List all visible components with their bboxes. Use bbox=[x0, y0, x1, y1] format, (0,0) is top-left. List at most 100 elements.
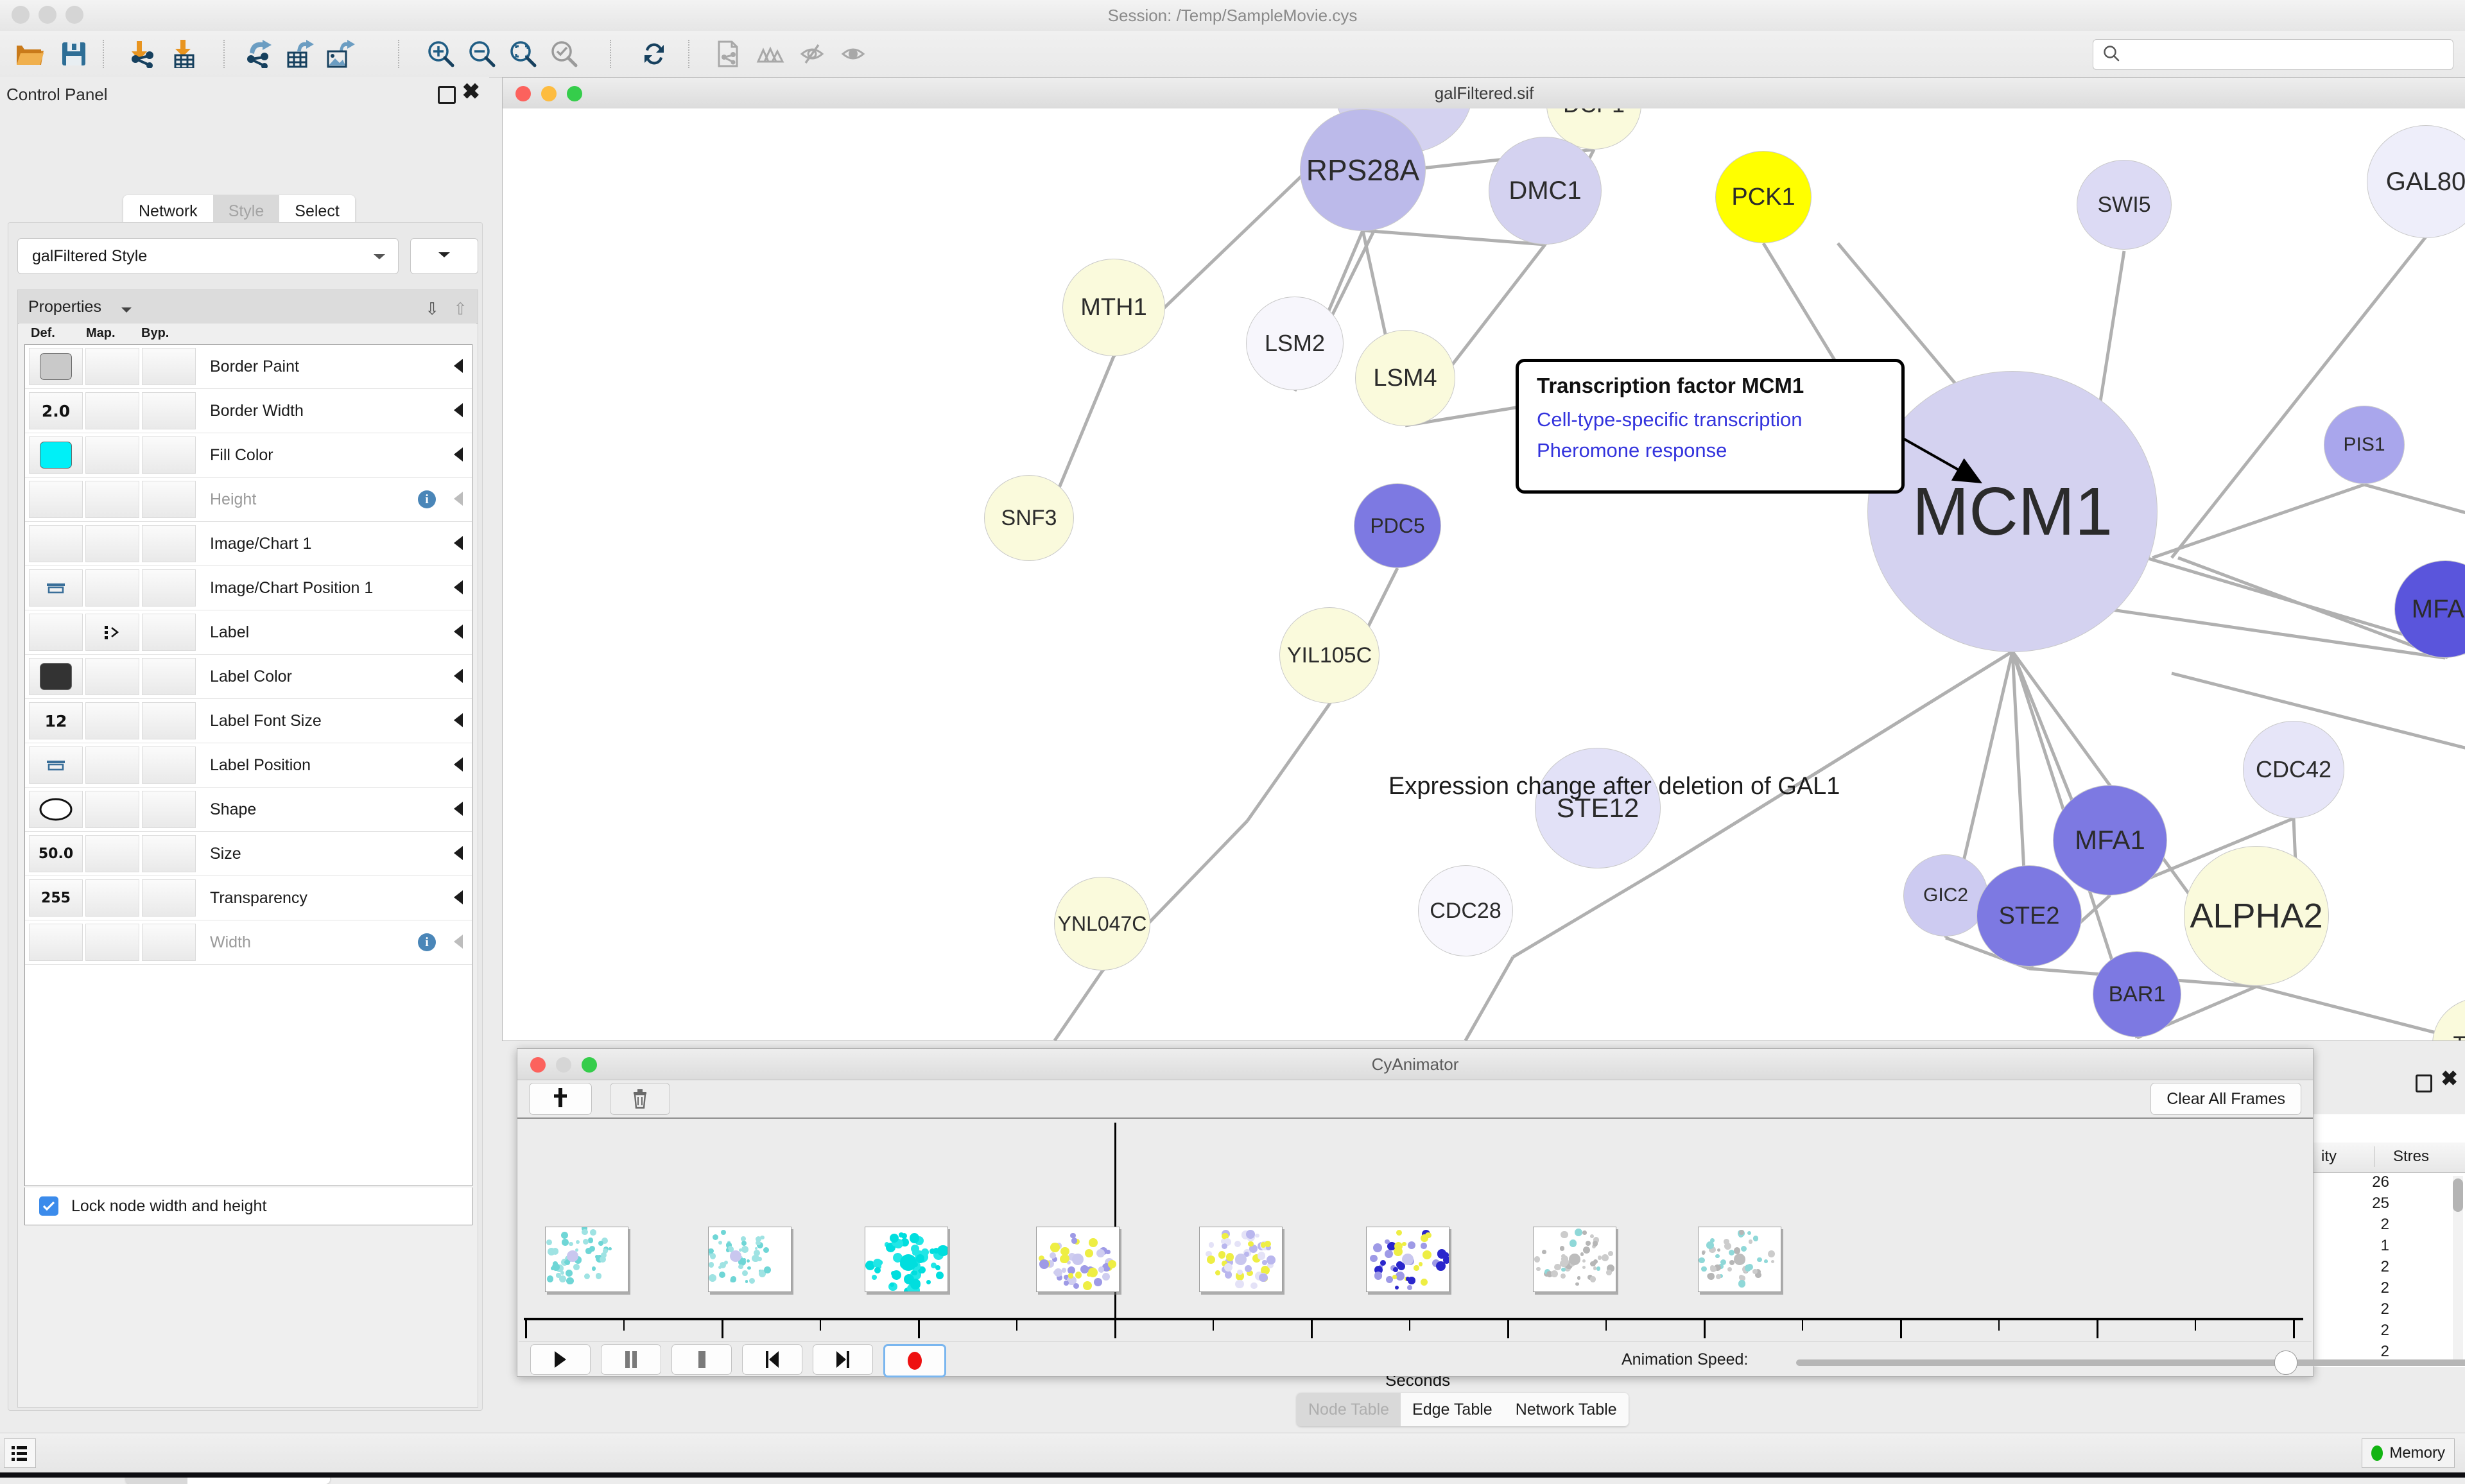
zoom-out-icon[interactable] bbox=[465, 37, 499, 71]
network-node[interactable]: GIC2 bbox=[1903, 854, 1988, 936]
import-network-icon[interactable] bbox=[126, 37, 160, 71]
tab-style[interactable]: Style bbox=[212, 195, 280, 227]
animator-timeline[interactable]: 0123456789 Seconds bbox=[519, 1119, 2312, 1390]
property-row[interactable]: Label Color bbox=[25, 655, 472, 699]
property-expand-arrow-icon[interactable] bbox=[454, 359, 463, 373]
tab-select[interactable]: Select bbox=[279, 195, 355, 227]
minimize-network-icon[interactable] bbox=[541, 86, 557, 101]
network-node[interactable]: CDC42 bbox=[2243, 721, 2344, 818]
timeline-playhead[interactable] bbox=[1114, 1123, 1116, 1319]
table-row[interactable]: 2 bbox=[2302, 1342, 2451, 1363]
property-default-cell[interactable]: 12 bbox=[29, 702, 83, 739]
property-default-cell[interactable]: 50.0 bbox=[29, 835, 83, 872]
network-edge[interactable] bbox=[2107, 607, 2446, 660]
table-row[interactable]: 1 bbox=[2302, 1236, 2451, 1257]
network-node[interactable]: YIL105C bbox=[1279, 607, 1380, 703]
network-traffic-lights[interactable] bbox=[515, 86, 582, 101]
node-table-column-headers[interactable]: ity Stres bbox=[2302, 1143, 2465, 1173]
property-default-cell[interactable]: 255 bbox=[29, 879, 83, 917]
network-node[interactable]: CDC28 bbox=[1418, 865, 1513, 956]
zoom-network-icon[interactable] bbox=[567, 86, 582, 101]
tab-network[interactable]: Network bbox=[123, 195, 213, 227]
expand-all-icon[interactable]: ⇩ bbox=[425, 299, 439, 318]
pause-button[interactable] bbox=[601, 1344, 661, 1375]
info-icon[interactable]: i bbox=[418, 490, 436, 508]
network-node[interactable]: TUP1 bbox=[2432, 997, 2465, 1040]
network-node[interactable]: SWI5 bbox=[2077, 160, 2172, 250]
network-node[interactable]: STE2 bbox=[1976, 865, 2082, 967]
network-node[interactable]: GAL80 bbox=[2367, 125, 2465, 238]
property-mapping-cell[interactable] bbox=[85, 924, 139, 961]
property-bypass-cell[interactable] bbox=[142, 392, 196, 429]
property-mapping-cell[interactable] bbox=[85, 392, 139, 429]
property-bypass-cell[interactable] bbox=[142, 879, 196, 917]
tab-edge-table[interactable]: Edge Table bbox=[1401, 1393, 1504, 1426]
destroy-view-icon[interactable] bbox=[754, 37, 788, 71]
node-table-scrollbar-track[interactable] bbox=[2453, 1176, 2463, 1362]
network-edge[interactable] bbox=[1464, 956, 1515, 1040]
table-row[interactable]: 2 bbox=[2302, 1278, 2451, 1299]
property-mapping-cell[interactable] bbox=[85, 658, 139, 695]
minimize-window-icon[interactable] bbox=[39, 6, 56, 24]
table-row[interactable]: 2 bbox=[2302, 1320, 2451, 1342]
save-session-icon[interactable] bbox=[56, 37, 91, 71]
property-default-cell[interactable] bbox=[29, 614, 83, 651]
animation-frame-thumbnail[interactable] bbox=[865, 1227, 949, 1292]
info-icon[interactable]: i bbox=[418, 933, 436, 951]
hide-selected-icon[interactable] bbox=[795, 37, 829, 71]
property-row[interactable]: 255 Transparency bbox=[25, 876, 472, 920]
refresh-layout-icon[interactable] bbox=[637, 37, 671, 71]
network-edge[interactable] bbox=[2170, 236, 2427, 559]
network-edge[interactable] bbox=[2364, 483, 2465, 554]
property-bypass-cell[interactable] bbox=[142, 614, 196, 651]
property-bypass-cell[interactable] bbox=[142, 746, 196, 784]
property-expand-arrow-icon[interactable] bbox=[454, 403, 463, 417]
property-bypass-cell[interactable] bbox=[142, 481, 196, 518]
column-stress[interactable]: Stres bbox=[2393, 1148, 2430, 1165]
property-expand-arrow-icon[interactable] bbox=[454, 935, 463, 949]
network-edge[interactable] bbox=[2145, 556, 2465, 686]
property-mapping-cell[interactable] bbox=[85, 525, 139, 562]
export-table-icon[interactable] bbox=[282, 37, 317, 71]
zoom-animator-icon[interactable] bbox=[582, 1057, 597, 1073]
minimize-animator-icon[interactable] bbox=[556, 1057, 571, 1073]
property-expand-arrow-icon[interactable] bbox=[454, 846, 463, 860]
open-session-icon[interactable] bbox=[13, 37, 48, 71]
network-node[interactable]: MFA2 bbox=[2394, 560, 2465, 658]
table-row[interactable]: 2 bbox=[2302, 1214, 2451, 1236]
property-expand-arrow-icon[interactable] bbox=[454, 625, 463, 639]
property-mapping-cell[interactable] bbox=[85, 348, 139, 385]
property-row[interactable]: Label bbox=[25, 610, 472, 655]
property-default-cell[interactable] bbox=[29, 348, 83, 385]
property-expand-arrow-icon[interactable] bbox=[454, 890, 463, 904]
property-default-cell[interactable] bbox=[29, 436, 83, 474]
animation-speed-slider-track[interactable] bbox=[1796, 1359, 2465, 1366]
property-mapping-cell[interactable] bbox=[85, 481, 139, 518]
network-edge[interactable] bbox=[1053, 970, 1104, 1040]
property-expand-arrow-icon[interactable] bbox=[454, 802, 463, 816]
table-row[interactable]: 25 bbox=[2302, 1193, 2451, 1214]
animation-frame-thumbnail[interactable] bbox=[1035, 1227, 1120, 1292]
animator-traffic-lights[interactable] bbox=[530, 1057, 597, 1073]
property-mapping-cell[interactable] bbox=[85, 614, 139, 651]
network-edge[interactable] bbox=[1661, 650, 2014, 870]
property-bypass-cell[interactable] bbox=[142, 835, 196, 872]
property-default-cell[interactable] bbox=[29, 924, 83, 961]
property-mapping-cell[interactable] bbox=[85, 746, 139, 784]
network-edge[interactable] bbox=[2171, 671, 2465, 776]
property-row[interactable]: Label Position bbox=[25, 743, 472, 788]
network-edge[interactable] bbox=[1245, 703, 1331, 822]
chevron-down-icon[interactable] bbox=[121, 306, 132, 317]
close-panel-icon[interactable]: ✖ bbox=[462, 80, 481, 104]
network-node[interactable]: PIS1 bbox=[2324, 406, 2405, 484]
show-all-icon[interactable] bbox=[836, 37, 870, 71]
clear-all-frames-button[interactable]: Clear All Frames bbox=[2150, 1083, 2301, 1115]
lock-node-size-checkbox[interactable] bbox=[39, 1196, 58, 1216]
node-table-scrollbar-thumb[interactable] bbox=[2453, 1178, 2463, 1212]
network-node[interactable]: RPS28A bbox=[1300, 109, 1426, 231]
network-node[interactable]: PDC5 bbox=[1354, 483, 1441, 568]
property-default-cell[interactable] bbox=[29, 746, 83, 784]
memory-status-button[interactable]: Memory bbox=[2362, 1438, 2455, 1468]
property-mapping-cell[interactable] bbox=[85, 879, 139, 917]
network-node[interactable]: LSM2 bbox=[1246, 297, 1344, 390]
